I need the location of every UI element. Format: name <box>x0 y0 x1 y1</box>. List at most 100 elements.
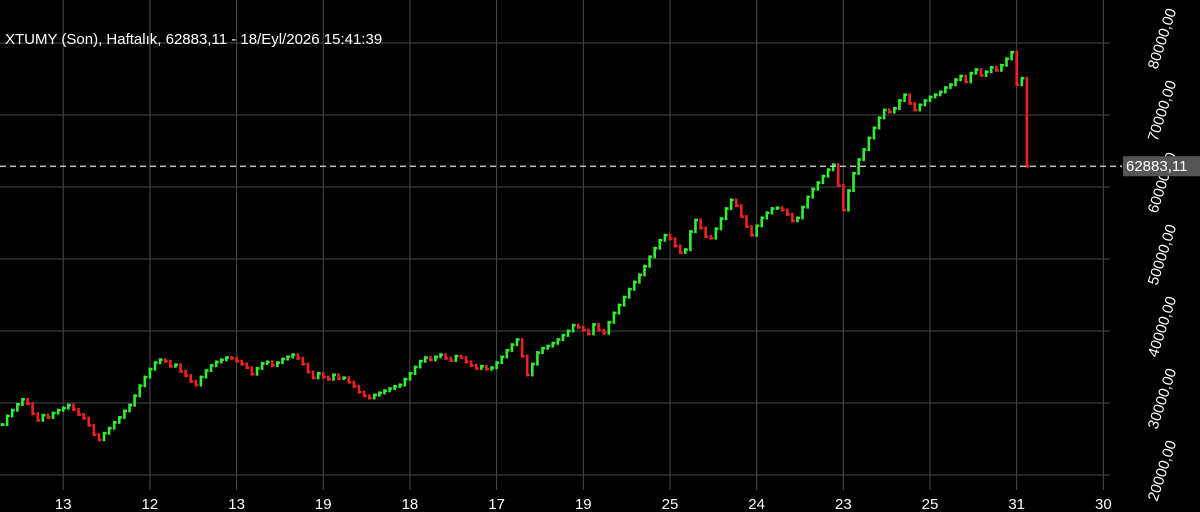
ohlc-bar <box>72 403 77 411</box>
ohlc-bar <box>342 376 347 381</box>
ohlc-bar <box>719 217 724 231</box>
y-tick-label: 50000,00 <box>1145 222 1181 287</box>
ohlc-bar <box>770 207 775 215</box>
ohlc-bar <box>133 394 138 407</box>
ohlc-bar <box>174 363 178 368</box>
ohlc-bar <box>740 204 744 219</box>
ohlc-bar <box>495 361 500 370</box>
ohlc-bar <box>112 420 117 430</box>
ohlc-bar <box>245 362 250 370</box>
x-tick-label: 17 <box>488 496 505 512</box>
ohlc-bar <box>143 375 148 388</box>
ohlc-bar <box>689 230 693 252</box>
ohlc-bar <box>852 171 857 193</box>
x-tick-label: 23 <box>835 496 852 512</box>
ohlc-bar <box>750 225 755 237</box>
ohlc-bar <box>877 116 882 130</box>
grid <box>0 0 1110 490</box>
ohlc-bar <box>796 216 801 223</box>
ohlc-bar <box>372 393 377 400</box>
ohlc-bar <box>627 287 632 299</box>
ohlc-bar <box>378 391 382 397</box>
ohlc-bar <box>255 366 260 376</box>
ohlc-bar <box>128 403 133 413</box>
ohlc-bar <box>367 394 372 400</box>
ohlc-bar <box>1015 50 1020 87</box>
ohlc-bar <box>673 237 678 248</box>
ohlc-bar <box>408 371 413 381</box>
ohlc-bar <box>515 338 520 347</box>
y-tick-label: 80000,00 <box>1145 6 1181 71</box>
ohlc-bar <box>959 74 964 82</box>
ohlc-bar <box>974 68 979 75</box>
ohlc-bar <box>332 373 337 381</box>
ohlc-bar <box>168 359 173 368</box>
ohlc-bar <box>138 384 143 398</box>
ohlc-bar <box>576 323 581 329</box>
ohlc-bar <box>0 423 5 427</box>
ohlc-bar <box>734 198 739 208</box>
ohlc-bar <box>571 323 576 333</box>
ohlc-bar <box>1010 50 1015 61</box>
ohlc-bar <box>821 174 826 185</box>
ohlc-bar <box>474 364 479 370</box>
ohlc-bar <box>704 226 709 239</box>
ohlc-bar <box>439 353 444 359</box>
ohlc-bar <box>250 366 255 376</box>
ohlc-bar <box>225 356 229 362</box>
x-tick-label: 30 <box>1095 496 1112 512</box>
last-price-box <box>1123 156 1200 177</box>
ohlc-bar <box>842 184 846 212</box>
ohlc-bar <box>632 280 637 291</box>
ohlc-bar <box>21 397 26 406</box>
ohlc-bar <box>546 344 551 350</box>
ohlc-bar <box>755 224 760 237</box>
ohlc-bar <box>107 426 112 435</box>
ohlc-bar <box>480 364 484 370</box>
ohlc-bar <box>449 356 454 363</box>
ohlc-bar <box>663 233 668 242</box>
ohlc-bar <box>933 93 938 99</box>
ohlc-bar <box>158 358 163 365</box>
ohlc-bar <box>602 328 607 335</box>
ohlc-bar <box>658 238 663 250</box>
ohlc-bar <box>413 365 418 375</box>
ohlc-bar <box>347 376 352 384</box>
ohlc-bar <box>418 359 423 369</box>
ohlc-bar <box>281 357 286 365</box>
ohlc-bar <box>969 71 974 84</box>
ohlc-bar <box>362 390 367 398</box>
ohlc-bar <box>321 371 326 379</box>
ohlc-bar <box>148 367 153 379</box>
ohlc-bar <box>153 361 158 371</box>
ohlc-bar <box>791 212 795 223</box>
ohlc-bar <box>357 384 362 394</box>
ohlc-bar <box>724 207 729 221</box>
ohlc-bar <box>520 338 525 358</box>
ohlc-bar <box>41 413 46 422</box>
ohlc-bar <box>918 103 923 112</box>
ohlc-bar <box>194 379 199 387</box>
ohlc-bar <box>994 65 999 72</box>
y-tick-label: 70000,00 <box>1145 78 1181 143</box>
ohlc-bar <box>887 108 892 114</box>
ohlc-bar <box>893 107 897 114</box>
ohlc-bar <box>592 323 597 336</box>
ohlc-bar <box>311 370 316 380</box>
ohlc-bar <box>179 363 184 373</box>
y-tick-label: 20000,00 <box>1145 438 1181 503</box>
ohlc-bar <box>760 216 765 228</box>
y-tick-label: 30000,00 <box>1145 366 1181 431</box>
ohlc-bar <box>597 323 602 332</box>
ohlc-bar <box>862 148 867 162</box>
ohlc-bar <box>189 374 194 383</box>
ohlc-bar <box>531 362 535 377</box>
ohlc-bar <box>398 383 403 388</box>
ohlc-bar <box>653 246 658 259</box>
ohlc-bar <box>847 189 852 212</box>
ohlc-bar <box>46 413 51 419</box>
ohlc-bar <box>306 362 311 374</box>
ohlc-bar <box>500 355 505 365</box>
ohlc-bar <box>77 407 82 417</box>
